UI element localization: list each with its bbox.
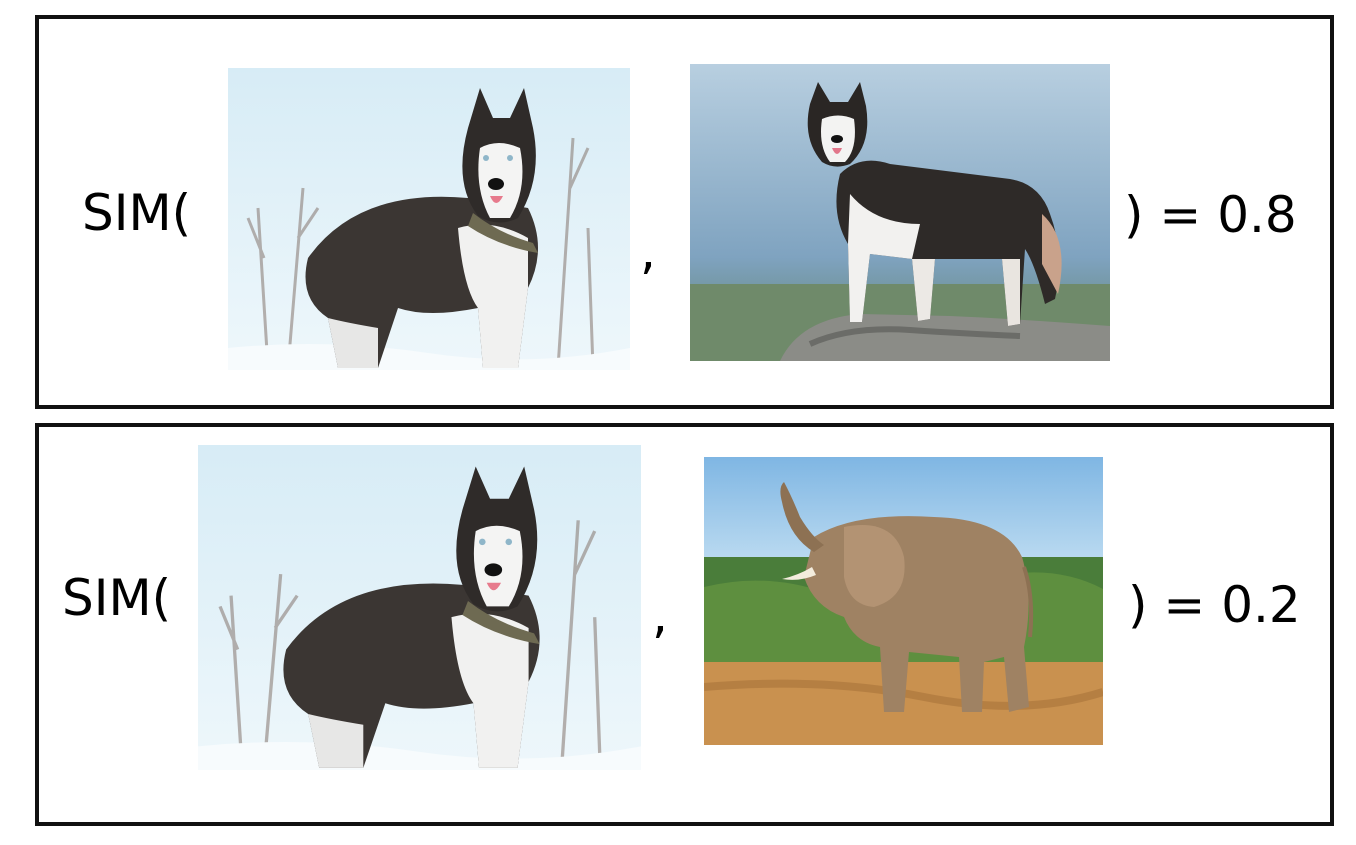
comma-separator: , <box>652 586 668 644</box>
husky-rock-image <box>690 64 1110 361</box>
similarity-result-1: ) = 0.8 <box>1124 186 1297 244</box>
sim-open-label: SIM( <box>82 184 192 242</box>
sim-open-label: SIM( <box>62 569 172 627</box>
comma-separator: , <box>640 222 656 280</box>
husky-snow-image <box>198 445 641 770</box>
husky-snow-image <box>228 68 630 370</box>
elephant-image <box>704 457 1103 745</box>
similarity-result-2: ) = 0.2 <box>1128 576 1301 634</box>
